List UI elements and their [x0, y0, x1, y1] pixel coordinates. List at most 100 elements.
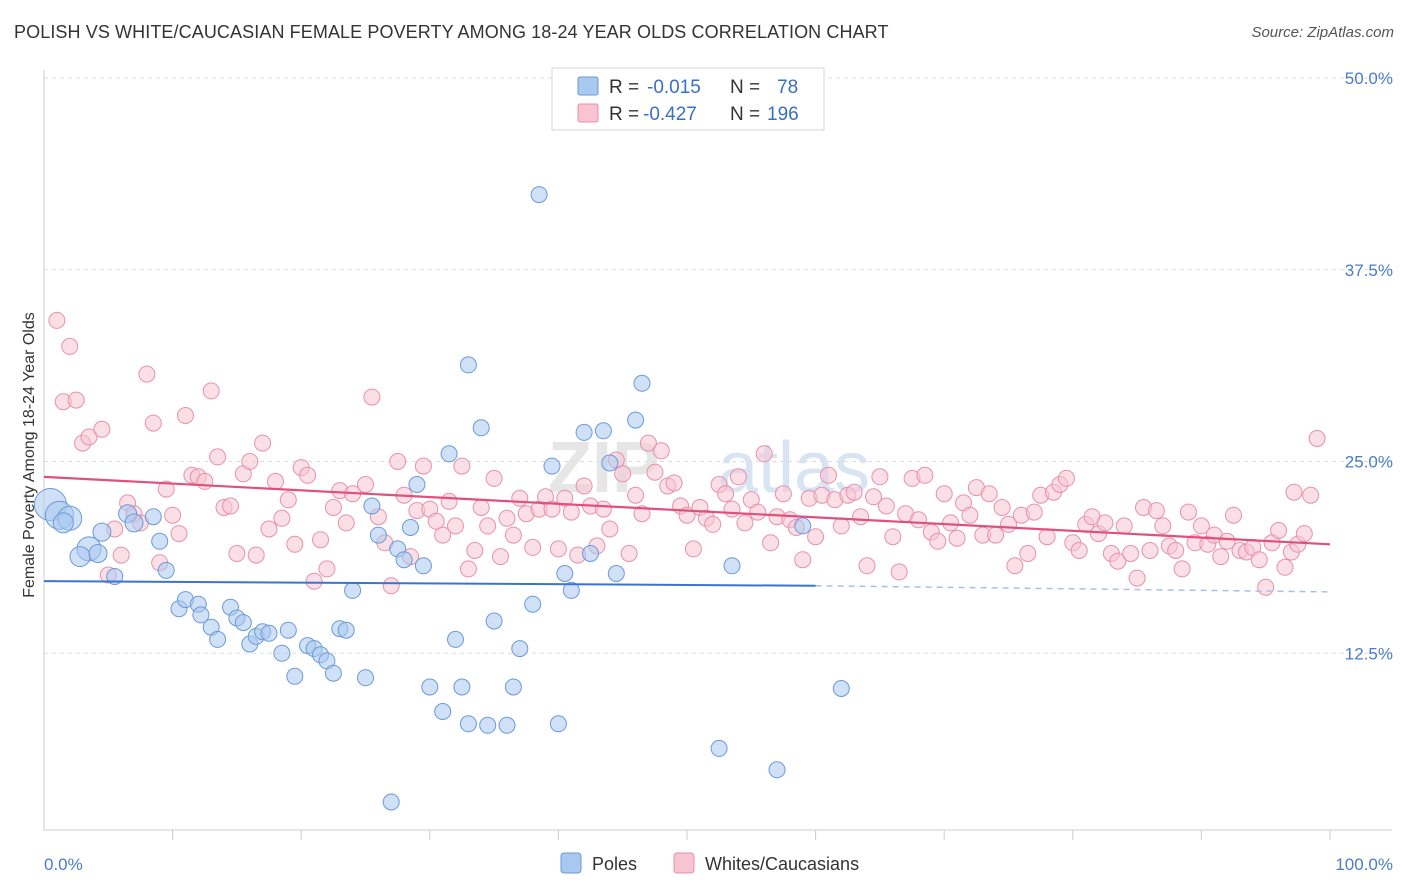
poles-point-12	[144, 508, 162, 526]
whites-point-123	[852, 508, 870, 526]
legend-r-label-poles: R =	[609, 77, 639, 98]
whites-point-13	[138, 365, 156, 383]
whites-point-35	[279, 491, 297, 509]
poles-point-47	[421, 678, 439, 696]
whites-point-166	[1128, 569, 1146, 587]
poles-point-13	[157, 561, 175, 579]
whites-point-23	[202, 382, 220, 400]
poles-point-69	[607, 565, 625, 582]
whites-point-114	[794, 551, 812, 569]
whites-point-94	[665, 474, 683, 492]
poles-point-74	[768, 761, 786, 779]
x-tick-label-max: 100.0%	[1335, 855, 1393, 874]
whites-point-26	[222, 497, 239, 515]
whites-point-78	[562, 503, 580, 521]
whites-point-55	[414, 457, 432, 475]
whites-point-84	[601, 520, 619, 538]
poles-point-66	[582, 545, 599, 562]
whites-point-143	[980, 485, 998, 503]
whites-point-88	[627, 486, 645, 504]
whites-point-118	[820, 466, 837, 484]
y-tick-labels: 12.5% 25.0% 37.5% 50.0%	[1345, 69, 1393, 663]
poles-point-53	[472, 419, 490, 437]
whites-point-68	[498, 509, 516, 527]
whites-point-195	[1285, 483, 1303, 501]
whites-point-51	[389, 453, 407, 470]
poles-point-77	[459, 715, 477, 733]
poles-point-5	[69, 546, 91, 568]
whites-point-22	[196, 472, 214, 490]
whites-point-172	[1167, 542, 1185, 559]
legend-r-label-whites: R =	[609, 104, 639, 125]
whites-point-92	[652, 442, 670, 460]
whites-point-41	[318, 560, 336, 578]
source-label: Source: ZipAtlas.com	[1251, 24, 1394, 41]
whites-point-57	[427, 512, 445, 530]
poles-point-57	[504, 678, 522, 696]
poles-point-68	[601, 454, 619, 472]
poles-point-22	[234, 614, 252, 632]
whites-point-27	[228, 545, 246, 562]
whites-point-91	[646, 463, 664, 481]
whites-point-3	[67, 391, 85, 409]
whites-point-75	[543, 500, 561, 518]
poles-point-37	[344, 581, 362, 599]
whites-point-180	[1218, 532, 1236, 550]
poles-point-45	[408, 476, 426, 493]
whites-point-145	[993, 499, 1011, 516]
poles-point-27	[273, 644, 291, 662]
whites-point-62	[459, 560, 477, 578]
legend-n-label-whites: N =	[730, 104, 760, 125]
whites-point-100	[704, 515, 722, 533]
y-tick-label-0: 12.5%	[1345, 644, 1393, 663]
poles-point-7	[92, 522, 112, 542]
legend: R = -0.015 N = 78 R = -0.427 N = 196	[551, 67, 825, 131]
whites-point-64	[472, 499, 490, 516]
x-ticks	[172, 830, 1331, 840]
poles-point-54	[479, 716, 497, 734]
poles-point-75	[794, 517, 812, 535]
legend-swatch-whites	[577, 103, 599, 123]
y-tick-label-3: 50.0%	[1345, 69, 1393, 88]
poles-trendline	[43, 580, 816, 587]
whites-point-161	[1096, 514, 1114, 532]
whites-point-169	[1147, 502, 1165, 520]
poles-point-51	[453, 678, 471, 696]
poles-point-36	[337, 621, 355, 639]
whites-point-19	[177, 407, 194, 424]
whites-point-6	[93, 420, 111, 438]
whites-point-30	[247, 546, 265, 564]
poles-point-70	[627, 411, 645, 429]
whites-point-33	[267, 472, 284, 490]
whites-point-107	[749, 503, 767, 521]
poles-point-29	[286, 667, 304, 685]
whites-point-157	[1070, 542, 1088, 559]
x-tick-label-min: 0.0%	[44, 855, 83, 874]
whites-point-192	[1295, 525, 1313, 543]
whites-point-129	[890, 563, 908, 581]
whites-point-18	[170, 525, 188, 543]
legend-n-value-poles: 78	[777, 77, 798, 98]
y-tick-label-2: 37.5%	[1345, 261, 1393, 280]
bottom-legend-swatch-poles	[560, 852, 582, 874]
whites-point-72	[524, 538, 542, 556]
poles-point-58	[511, 640, 529, 658]
legend-swatch-poles	[577, 76, 599, 96]
whites-point-66	[485, 469, 503, 487]
whites-point-104	[729, 468, 747, 486]
whites-point-60	[447, 517, 464, 535]
poles-point-64	[562, 581, 580, 599]
whites-point-122	[845, 483, 863, 501]
whites-point-14	[144, 414, 162, 432]
whites-point-86	[614, 465, 632, 483]
whites-point-32	[260, 520, 278, 538]
whites-point-193	[1302, 486, 1320, 504]
poles-point-41	[382, 793, 400, 811]
chart-title: POLISH VS WHITE/CAUCASIAN FEMALE POVERTY…	[14, 22, 889, 42]
whites-point-83	[594, 500, 612, 518]
whites-point-87	[620, 545, 638, 562]
whites-point-188	[1270, 522, 1288, 539]
legend-n-value-whites: 196	[767, 104, 799, 125]
whites-point-0	[48, 311, 66, 329]
